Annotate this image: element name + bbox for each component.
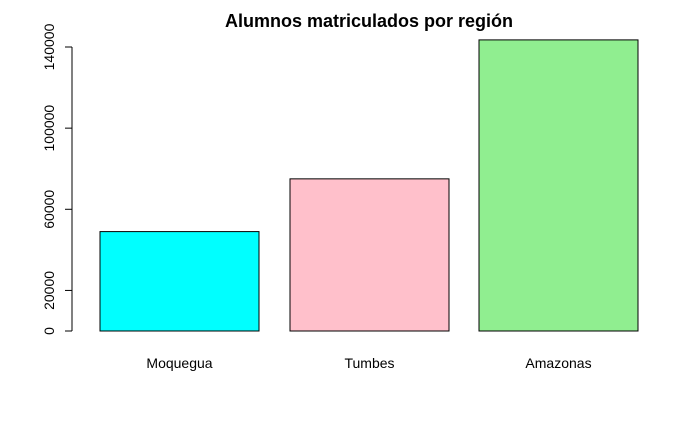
bar-tumbes — [289, 178, 450, 332]
category-label: Moquegua — [146, 355, 212, 371]
chart-title: Alumnos matriculados por región — [225, 11, 513, 31]
y-tick-label: 20000 — [41, 271, 57, 310]
category-label: Tumbes — [344, 355, 394, 371]
y-axis: 0 20000 60000 100000 140000 — [41, 23, 73, 335]
x-axis-labels: Moquegua Tumbes Amazonas — [146, 355, 591, 371]
category-label: Amazonas — [525, 355, 591, 371]
y-tick-label: 60000 — [41, 190, 57, 229]
bars — [99, 39, 639, 332]
bar-amazonas — [478, 39, 639, 332]
y-tick-label: 0 — [41, 327, 57, 335]
y-tick-label: 140000 — [41, 23, 57, 70]
bar-moquegua — [99, 231, 260, 332]
y-tick-label: 100000 — [41, 105, 57, 152]
